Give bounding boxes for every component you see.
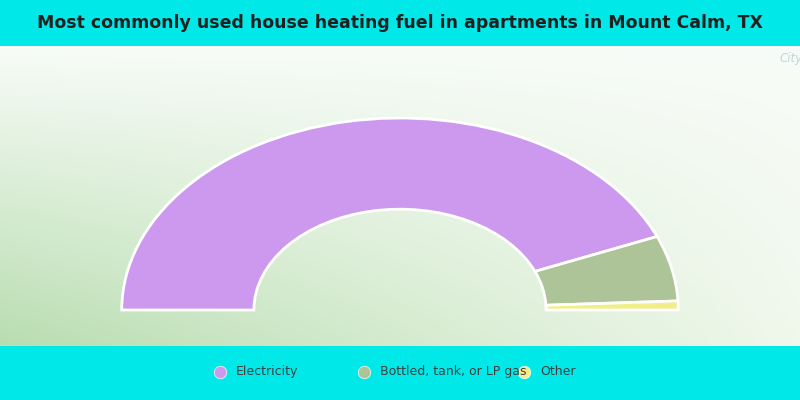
Text: Other: Other (540, 366, 575, 378)
Text: Most commonly used house heating fuel in apartments in Mount Calm, TX: Most commonly used house heating fuel in… (37, 14, 763, 32)
Wedge shape (535, 236, 678, 305)
Wedge shape (122, 118, 657, 310)
Wedge shape (546, 301, 678, 310)
Text: Bottled, tank, or LP gas: Bottled, tank, or LP gas (380, 366, 526, 378)
Text: Electricity: Electricity (236, 366, 298, 378)
Text: City-Data.com: City-Data.com (780, 52, 800, 65)
